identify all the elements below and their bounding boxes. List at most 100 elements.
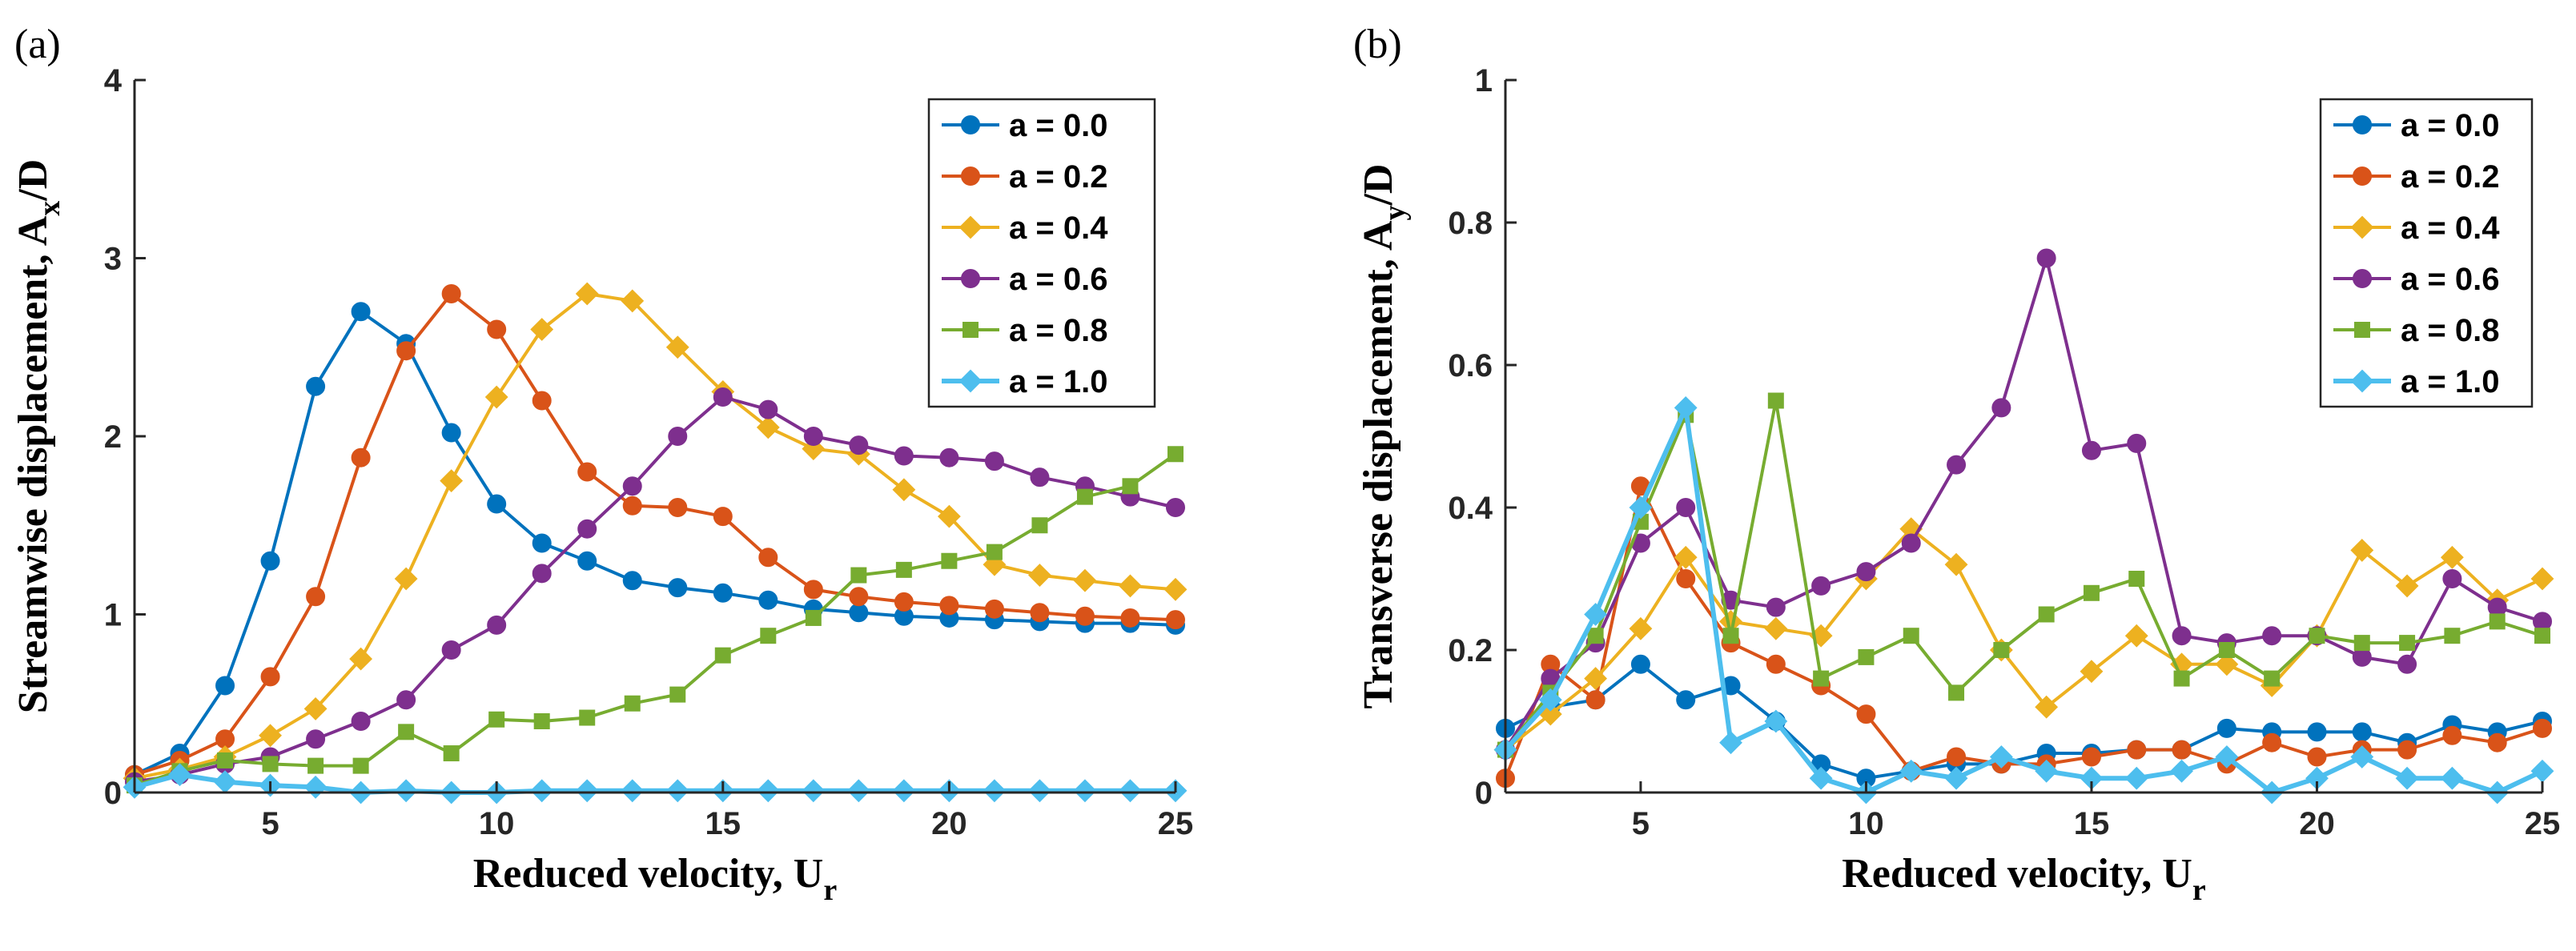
data-point: [440, 469, 464, 493]
data-point: [2397, 740, 2417, 760]
data-point: [1944, 552, 1968, 576]
legend-box: [2319, 98, 2534, 408]
data-point: [1858, 648, 1875, 665]
x-tick-label: 25: [2525, 806, 2561, 841]
data-point: [488, 711, 505, 728]
data-point: [1856, 562, 1876, 582]
data-point: [303, 697, 328, 720]
legend-label: a = 0.2: [1009, 159, 1107, 195]
data-point: [1028, 564, 1051, 587]
legend-marker: [961, 115, 980, 134]
series-line: [1503, 405, 2544, 795]
data-point: [2530, 567, 2554, 591]
y-tick-label: 3: [104, 242, 122, 277]
data-point: [2127, 740, 2147, 760]
data-point: [2442, 569, 2462, 588]
data-point: [307, 757, 324, 774]
data-point: [2124, 624, 2148, 648]
data-point: [758, 548, 778, 568]
data-point: [306, 587, 326, 607]
data-point: [849, 587, 869, 607]
series-line: [1505, 662, 2543, 780]
y-axis-label: Streamwise displacement, Ax/D: [10, 159, 66, 714]
data-point: [2489, 613, 2506, 630]
data-point: [984, 451, 1004, 471]
data-point: [1989, 745, 2013, 768]
data-point: [306, 376, 326, 396]
data-point: [1903, 628, 1919, 644]
legend-item: a = 0.0: [2333, 108, 2499, 143]
data-point: [1856, 704, 1876, 724]
data-point: [215, 729, 235, 749]
series-line: [1504, 527, 2543, 752]
data-point: [1719, 731, 1742, 755]
y-tick-label: 0.2: [1448, 633, 1493, 668]
data-point: [1813, 670, 1830, 687]
data-point: [2218, 642, 2235, 658]
data-point: [1073, 779, 1097, 803]
data-point: [349, 647, 373, 671]
data-point: [668, 578, 688, 598]
data-point: [1722, 628, 1739, 644]
data-point: [579, 709, 596, 726]
data-point: [1809, 766, 1833, 790]
data-point: [1764, 616, 1788, 640]
y-axis-label: Transverse displacement, Ay/D: [1356, 164, 1412, 709]
legend-marker: [962, 322, 979, 338]
legend-marker: [2353, 115, 2372, 134]
data-point: [803, 427, 823, 446]
data-point: [713, 583, 733, 603]
series-a-0-0: [1496, 654, 2552, 788]
data-point: [398, 724, 415, 740]
legend-item: a = 0.8: [942, 313, 1107, 348]
data-point: [2440, 545, 2464, 569]
data-point: [895, 561, 912, 578]
legend-box: [927, 98, 1156, 408]
data-point: [259, 724, 282, 748]
data-point: [530, 318, 554, 341]
legend-label: a = 1.0: [2401, 364, 2499, 399]
data-point: [846, 779, 870, 803]
data-point: [2444, 628, 2461, 644]
data-point: [1119, 574, 1142, 598]
data-point: [756, 415, 780, 439]
data-point: [850, 567, 867, 584]
data-point: [2397, 654, 2417, 674]
data-point: [1674, 395, 1698, 419]
legend-label: a = 0.8: [1009, 313, 1107, 348]
data-point: [1676, 569, 1696, 588]
data-point: [168, 763, 191, 787]
data-point: [802, 779, 826, 803]
data-point: [487, 494, 507, 514]
data-point: [621, 289, 645, 313]
data-point: [217, 752, 234, 768]
y-tick-label: 4: [104, 63, 123, 98]
legend-marker: [961, 269, 980, 288]
data-point: [1538, 688, 1562, 712]
legend-marker: [958, 215, 983, 239]
x-tick-label: 10: [1848, 806, 1884, 841]
y-tick-label: 1: [1475, 63, 1493, 98]
data-point: [939, 596, 959, 616]
data-point: [2395, 766, 2419, 790]
data-point: [892, 779, 916, 803]
data-point: [1947, 455, 1967, 475]
data-point: [665, 335, 689, 359]
y-tick-label: 0.6: [1448, 348, 1493, 383]
data-point: [2530, 759, 2554, 783]
data-point: [2487, 597, 2507, 617]
data-point: [894, 592, 914, 612]
data-point: [941, 552, 958, 569]
data-point: [487, 319, 507, 339]
data-point: [2035, 695, 2059, 719]
data-point: [2352, 647, 2372, 667]
data-point: [892, 478, 916, 502]
data-point: [2442, 725, 2462, 745]
series-a-1-0: [123, 763, 1188, 805]
series-a-0-4: [1493, 517, 2554, 762]
data-point: [1811, 576, 1831, 596]
data-point: [532, 564, 552, 584]
data-point: [2215, 745, 2239, 768]
legend-marker: [958, 369, 983, 393]
